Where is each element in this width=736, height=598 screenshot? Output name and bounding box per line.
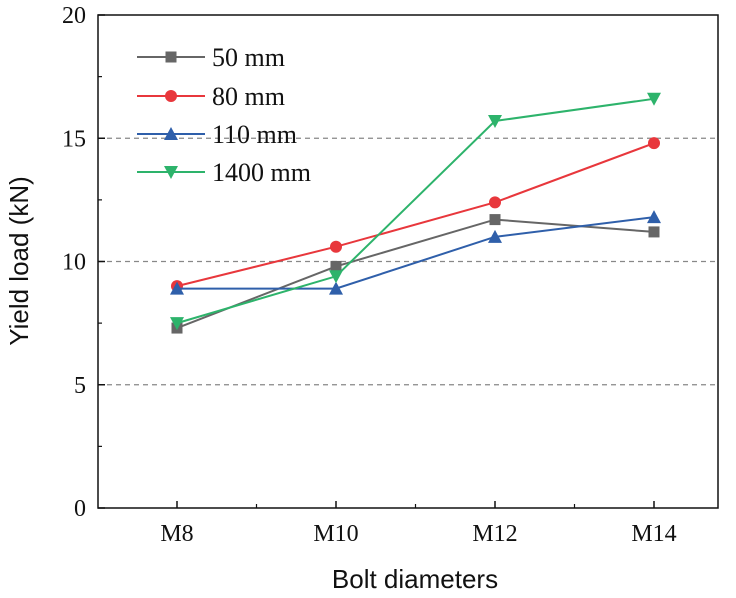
y-tick-label: 10 [62,250,86,276]
data-point [330,240,342,253]
x-tick-label: M14 [631,521,676,547]
series-line [176,97,655,325]
legend-label: 1400 mm [212,158,311,187]
data-point [488,114,502,128]
data-point [647,92,661,106]
grid-lines [98,137,718,386]
legend-marker [164,127,178,140]
x-tick-label: M8 [160,521,193,547]
y-tick-label: 20 [62,3,86,29]
y-tick-label: 5 [74,373,86,399]
data-point [329,281,343,295]
legend-marker [165,51,177,63]
data-point [170,317,184,331]
y-tick-label: 0 [74,496,86,522]
data-point [648,137,660,150]
series-2 [170,210,661,295]
y-axis-label: Yield load (kN) [4,176,34,346]
data-point [330,260,342,272]
data-point [489,196,501,209]
data-point [329,270,343,284]
x-axis-label: Bolt diameters [332,564,498,594]
series-0 [171,214,660,334]
legend-label: 50 mm [212,43,285,72]
data-point [647,210,661,224]
legend-item: 80 mm [137,82,285,111]
series-line [177,216,655,290]
series-line [176,218,655,329]
data-point [489,214,501,226]
data-point [648,226,660,238]
y-tick-label: 15 [62,126,86,152]
x-tick-label: M12 [472,521,517,547]
x-tick-label: M10 [313,521,358,547]
legend-marker [165,90,177,102]
legend-item: 1400 mm [137,158,311,187]
series-1 [171,137,660,293]
legend-label: 110 mm [212,120,297,149]
axis-ticks: 0 5 10 15 20 M8 M10 M12 M14 [62,3,677,547]
legend-item: 50 mm [137,43,285,72]
legend-item: 110 mm [137,120,297,149]
legend-marker [164,166,178,179]
legend-label: 80 mm [212,82,285,111]
legend: 50 mm 80 mm 110 mm 1400 mm [137,43,311,187]
series-line [176,142,655,288]
data-point [170,281,184,295]
series-3 [170,92,661,331]
data-point [488,229,502,243]
series-layer [170,92,661,334]
